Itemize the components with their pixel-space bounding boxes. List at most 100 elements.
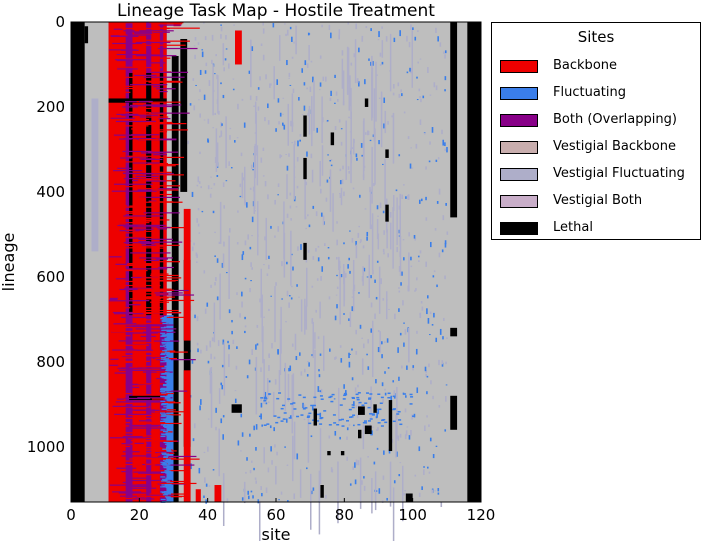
heatmap-cell [311, 354, 313, 357]
heatmap-cell [163, 441, 169, 444]
heatmap-cell [204, 479, 206, 482]
heatmap-cell [437, 488, 440, 492]
heatmap-cell [336, 304, 338, 309]
heatmap-cell [392, 112, 395, 164]
heatmap-cell [393, 480, 396, 484]
heatmap-cell [190, 463, 192, 470]
heatmap-cell [161, 341, 167, 344]
heatmap-cell [134, 219, 170, 221]
heatmap-cell [398, 287, 400, 289]
heatmap-cell [215, 277, 217, 282]
heatmap-cell [250, 39, 252, 88]
heatmap-cell [280, 420, 284, 422]
heatmap-cell [290, 120, 292, 127]
heatmap-cell [166, 319, 172, 321]
heatmap-cell [250, 262, 252, 267]
heatmap-cell [371, 67, 374, 118]
heatmap-cell [228, 161, 230, 166]
heatmap-cell [113, 199, 121, 201]
heatmap-cell [265, 487, 268, 494]
heatmap-cell [129, 84, 168, 86]
heatmap-cell [110, 381, 124, 383]
heatmap-cell [376, 412, 378, 418]
heatmap-cell [368, 254, 370, 298]
heatmap-cell [381, 61, 384, 65]
heatmap-cell [165, 322, 171, 324]
heatmap-cell [329, 348, 331, 352]
heatmap-cell [241, 432, 244, 437]
heatmap-cell [355, 459, 358, 466]
heatmap-cell [254, 210, 256, 212]
heatmap-cell [262, 147, 265, 152]
heatmap-region [385, 149, 389, 158]
heatmap-cell [391, 115, 394, 118]
heatmap-cell [156, 226, 171, 229]
legend-label: Both (Overlapping) [553, 112, 677, 127]
heatmap-cell [244, 166, 246, 204]
heatmap-cell [386, 229, 388, 249]
legend-item-vestigial-fluctuating: Vestigial Fluctuating [500, 166, 700, 184]
heatmap-cell [166, 330, 172, 332]
heatmap-cell [164, 347, 170, 349]
heatmap-cell [326, 179, 329, 183]
heatmap-cell [302, 408, 306, 410]
heatmap-cell [286, 213, 289, 218]
heatmap-cell [441, 362, 444, 367]
heatmap-cell [373, 182, 375, 187]
heatmap-cell [408, 41, 411, 48]
heatmap-region [146, 72, 152, 316]
heatmap-cell [154, 292, 183, 294]
heatmap-cell [381, 40, 384, 58]
heatmap-cell [307, 360, 309, 363]
heatmap-cell [244, 240, 247, 246]
heatmap-cell [226, 498, 229, 503]
heatmap-cell [113, 268, 125, 270]
heatmap-cell [165, 480, 171, 482]
heatmap-cell [251, 235, 253, 237]
heatmap-cell [346, 46, 349, 95]
heatmap-cell [141, 277, 182, 279]
heatmap-cell [197, 208, 200, 211]
heatmap-cell [414, 289, 416, 292]
heatmap-cell [244, 330, 246, 334]
heatmap-cell [305, 227, 307, 230]
heatmap-cell [400, 89, 402, 93]
heatmap-cell [364, 420, 368, 422]
heatmap-region [373, 404, 377, 413]
heatmap-cell [120, 435, 162, 437]
heatmap-cell [371, 430, 373, 436]
heatmap-cell [366, 236, 368, 241]
heatmap-cell [112, 491, 142, 493]
heatmap-cell [138, 420, 149, 422]
heatmap-cell [139, 30, 174, 32]
heatmap-cell [292, 402, 296, 404]
heatmap-cell [133, 300, 150, 302]
heatmap-cell [319, 301, 321, 319]
heatmap-cell [140, 335, 156, 338]
legend-item-both: Both (Overlapping) [500, 112, 700, 130]
heatmap-cell [160, 332, 166, 334]
heatmap-cell [236, 292, 238, 296]
heatmap-cell [302, 402, 304, 409]
heatmap-cell [255, 480, 257, 484]
heatmap-cell [154, 23, 183, 25]
heatmap-cell [197, 223, 200, 227]
heatmap-cell [277, 183, 280, 187]
heatmap-cell [165, 415, 171, 417]
heatmap-cell [229, 228, 231, 233]
heatmap-cell [148, 62, 166, 64]
heatmap-cell [402, 300, 404, 306]
heatmap-cell [193, 105, 196, 111]
heatmap-cell [165, 344, 171, 346]
heatmap-cell [288, 77, 290, 79]
heatmap-cell [201, 210, 204, 213]
heatmap-cell [266, 377, 269, 397]
heatmap-cell [319, 423, 323, 425]
heatmap-cell [404, 489, 406, 492]
heatmap-cell [380, 396, 384, 399]
heatmap-cell [239, 195, 242, 198]
heatmap-cell [158, 458, 200, 460]
heatmap-cell [410, 256, 412, 261]
heatmap-cell [377, 393, 381, 395]
heatmap-cell [306, 416, 310, 418]
